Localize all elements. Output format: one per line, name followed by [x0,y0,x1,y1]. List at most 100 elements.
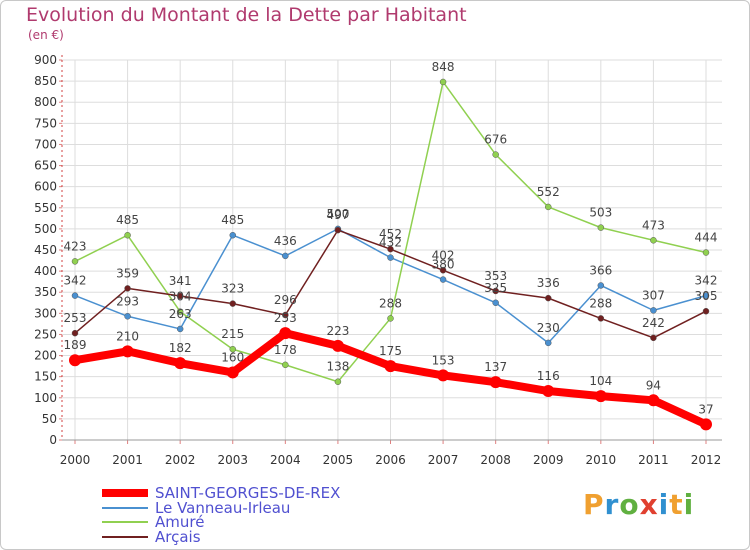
data-label: 288 [589,296,612,310]
data-label: 325 [484,281,507,295]
data-label: 497 [326,208,349,222]
data-label: 485 [221,213,244,227]
data-label: 359 [116,266,139,280]
data-label: 182 [169,341,192,355]
data-label: 253 [274,311,297,325]
proxiti-logo: Proxiti [583,488,695,521]
data-point [387,254,394,261]
data-point [492,151,499,158]
data-point [387,315,394,322]
data-point [700,418,712,431]
data-label: 116 [537,369,560,383]
data-point [71,329,79,337]
data-label: 342 [64,274,87,288]
x-tick-label: 2004 [270,453,301,467]
x-tick-label: 2001 [112,453,143,467]
data-label: 444 [695,231,718,245]
y-tick-label: 150 [34,370,57,384]
data-label: 160 [221,350,244,364]
data-point [121,345,134,358]
data-label: 402 [432,248,455,262]
data-point [176,292,184,300]
data-label: 452 [379,227,402,241]
x-tick-label: 2006 [375,453,406,467]
y-tick-label: 50 [42,412,57,426]
data-point [331,339,344,352]
data-label: 353 [484,269,507,283]
data-point [437,369,450,382]
data-point [334,226,342,234]
data-label: 341 [169,274,192,288]
y-tick-label: 550 [34,201,57,215]
data-label: 242 [642,316,665,330]
data-point [439,78,447,86]
data-label: 288 [379,296,402,310]
data-label: 189 [64,338,87,352]
data-label: 307 [642,288,665,302]
data-label: 153 [432,353,455,367]
data-point [387,245,394,253]
y-tick-label: 800 [34,95,57,109]
data-point [226,366,239,379]
y-tick-label: 850 [34,74,57,88]
y-tick-label: 600 [34,180,57,194]
data-point [545,294,552,302]
data-label: 432 [379,236,402,250]
y-tick-label: 350 [34,285,57,299]
data-label: 296 [274,293,297,307]
data-label: 552 [537,185,560,199]
y-tick-label: 700 [34,137,57,151]
x-tick-label: 2012 [691,453,722,467]
y-tick-label: 200 [34,349,57,363]
data-point [124,285,131,292]
y-tick-label: 250 [34,327,57,341]
data-point [594,390,607,403]
x-tick-label: 2011 [638,453,669,467]
data-point [650,307,657,314]
data-label: 37 [698,402,713,416]
data-point [542,385,555,398]
data-point [384,360,397,373]
data-label: 503 [589,206,612,220]
data-label: 380 [432,258,455,272]
data-point [71,258,79,265]
x-tick-label: 2002 [165,453,196,467]
data-point [492,299,499,307]
legend-label: SAINT-GEORGES-DE-REX [155,484,340,502]
data-label: 137 [484,360,507,374]
x-tick-label: 2000 [60,453,91,467]
x-tick-label: 2003 [217,453,248,467]
data-label: 336 [537,276,560,290]
x-tick-label: 2008 [480,453,511,467]
data-point [650,237,657,244]
data-label: 210 [116,329,139,343]
y-tick-label: 300 [34,306,57,320]
data-label: 138 [326,360,349,374]
data-point [279,327,292,340]
data-label: 676 [484,133,507,147]
data-point [439,267,447,274]
y-tick-label: 500 [34,222,57,236]
y-tick-label: 450 [34,243,57,257]
y-tick-label: 750 [34,116,57,130]
data-point [545,339,552,347]
x-tick-label: 2007 [428,453,459,467]
y-tick-label: 650 [34,159,57,173]
data-label: 366 [589,263,612,277]
chart-subtitle: (en €) [28,28,64,42]
data-label: 304 [169,290,192,304]
y-tick-label: 0 [49,433,57,447]
y-tick-label: 900 [34,53,57,67]
x-tick-label: 2005 [323,453,354,467]
data-point [702,307,710,315]
y-tick-label: 100 [34,391,57,405]
data-point [545,203,552,211]
data-label: 175 [379,344,402,358]
data-label: 215 [221,327,244,341]
data-label: 500 [326,207,349,221]
data-point [176,325,184,333]
y-tick-label: 400 [34,264,57,278]
data-point [439,276,447,283]
data-point [229,345,236,353]
